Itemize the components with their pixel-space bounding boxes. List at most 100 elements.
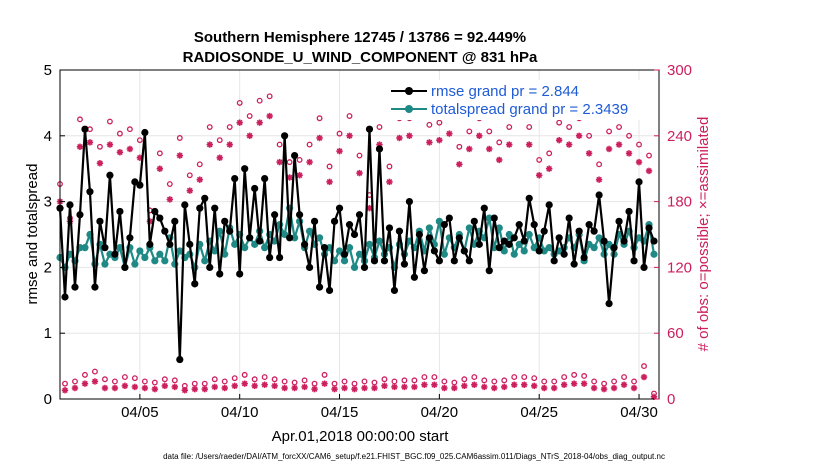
totalspread-point bbox=[440, 250, 448, 258]
rmse-point bbox=[176, 355, 184, 364]
rmse-point bbox=[480, 204, 488, 212]
rmse-point bbox=[101, 244, 109, 252]
totalspread-point bbox=[101, 260, 109, 268]
obs-assimilated-point bbox=[630, 384, 638, 392]
obs-possible-point bbox=[611, 378, 618, 385]
rmse-point bbox=[211, 204, 219, 212]
y-left-tick-label: 3 bbox=[44, 194, 52, 211]
rmse-point bbox=[196, 204, 204, 212]
obs-possible-point bbox=[101, 376, 108, 383]
obs-assimilated-point bbox=[506, 141, 513, 148]
x-tick-label: 04/15 bbox=[321, 404, 359, 421]
obs-assimilated-point bbox=[96, 160, 104, 167]
rmse-point bbox=[620, 237, 628, 245]
obs-assimilated-point bbox=[580, 380, 588, 387]
y-axis-left-label: rmse and totalspread bbox=[24, 164, 41, 305]
rmse-point bbox=[370, 257, 379, 265]
obs-possible-point bbox=[481, 377, 488, 384]
obs-possible-point bbox=[136, 137, 143, 144]
obs-possible-point bbox=[221, 378, 228, 385]
obs-possible-point bbox=[636, 141, 642, 148]
rmse-point bbox=[116, 207, 124, 216]
y-left-tick-label: 4 bbox=[44, 128, 52, 145]
rmse-point bbox=[66, 201, 74, 209]
obs-assimilated-point bbox=[491, 384, 498, 392]
obs-assimilated-point bbox=[206, 141, 213, 148]
obs-possible-point bbox=[466, 128, 473, 135]
rmse-point bbox=[226, 227, 234, 235]
obs-possible-point bbox=[581, 373, 588, 379]
obs-possible-point bbox=[286, 159, 293, 166]
totalspread-point bbox=[216, 227, 224, 235]
obs-possible-point bbox=[571, 371, 578, 378]
obs-assimilated-point bbox=[236, 119, 243, 126]
rmse-point bbox=[570, 260, 578, 268]
rmse-point bbox=[151, 207, 159, 216]
rmse-point bbox=[415, 230, 423, 239]
obs-assimilated-point bbox=[151, 385, 159, 393]
rmse-point bbox=[345, 221, 354, 229]
legend-spread-label: totalspread grand pr = 2.3439 bbox=[431, 101, 628, 118]
obs-assimilated-point bbox=[211, 383, 218, 391]
rmse-point bbox=[630, 257, 638, 265]
obs-assimilated-point bbox=[216, 154, 223, 161]
rmse-point bbox=[121, 263, 129, 271]
rmse-point bbox=[126, 234, 134, 242]
obs-possible-point bbox=[536, 156, 543, 163]
rmse-point bbox=[650, 237, 658, 245]
obs-possible-point bbox=[386, 163, 393, 170]
obs-assimilated-point bbox=[331, 385, 338, 393]
rmse-point bbox=[605, 299, 613, 308]
rmse-point bbox=[86, 188, 94, 196]
obs-assimilated-point bbox=[326, 178, 333, 186]
rmse-point bbox=[485, 267, 493, 275]
x-tick-label: 04/05 bbox=[121, 404, 159, 421]
obs-assimilated-point bbox=[396, 134, 403, 142]
obs-possible-point bbox=[521, 374, 528, 381]
rmse-point bbox=[330, 217, 339, 225]
obs-possible-point bbox=[626, 132, 632, 139]
totalspread-point bbox=[495, 224, 503, 232]
obs-assimilated-point bbox=[261, 381, 268, 388]
obs-possible-point bbox=[126, 126, 133, 133]
rmse-point bbox=[141, 128, 149, 137]
obs-possible-series bbox=[57, 86, 657, 397]
rmse-point bbox=[191, 280, 199, 288]
rmse-point bbox=[300, 240, 309, 248]
rmse-point bbox=[246, 234, 254, 242]
obs-assimilated-point bbox=[595, 176, 603, 183]
rmse-point bbox=[221, 217, 229, 225]
obs-possible-point bbox=[531, 375, 538, 382]
obs-possible-point bbox=[206, 124, 213, 130]
obs-possible-point bbox=[641, 363, 647, 370]
y-left-tick-label: 0 bbox=[44, 391, 52, 408]
obs-assimilated-point bbox=[476, 132, 483, 140]
obs-possible-point bbox=[131, 375, 138, 382]
obs-possible-point bbox=[431, 374, 438, 381]
obs-assimilated-point bbox=[291, 384, 298, 392]
rmse-point bbox=[575, 227, 583, 235]
obs-possible-point bbox=[646, 152, 652, 159]
obs-assimilated-point bbox=[361, 384, 368, 392]
rmse-point bbox=[325, 286, 334, 295]
totalspread-point bbox=[375, 237, 384, 245]
rmse-point bbox=[490, 214, 498, 222]
totalspread-point bbox=[355, 250, 364, 258]
obs-possible-point bbox=[491, 378, 498, 385]
y-right-tick-label: 0 bbox=[667, 391, 675, 408]
obs-possible-point bbox=[586, 132, 593, 139]
obs-assimilated-point bbox=[560, 381, 568, 388]
obs-assimilated-point bbox=[406, 132, 413, 140]
obs-assimilated-point bbox=[446, 130, 453, 137]
rmse-point bbox=[395, 227, 404, 235]
obs-assimilated-point bbox=[336, 147, 343, 155]
rmse-point bbox=[470, 217, 478, 225]
obs-possible-point bbox=[72, 378, 78, 385]
obs-assimilated-point bbox=[441, 384, 448, 392]
rmse-point bbox=[520, 237, 528, 245]
obs-possible-point bbox=[451, 379, 458, 386]
totalspread-point bbox=[151, 257, 159, 265]
totalspread-point bbox=[231, 240, 239, 248]
obs-assimilated-point bbox=[421, 381, 428, 388]
obs-assimilated-point bbox=[321, 380, 328, 387]
